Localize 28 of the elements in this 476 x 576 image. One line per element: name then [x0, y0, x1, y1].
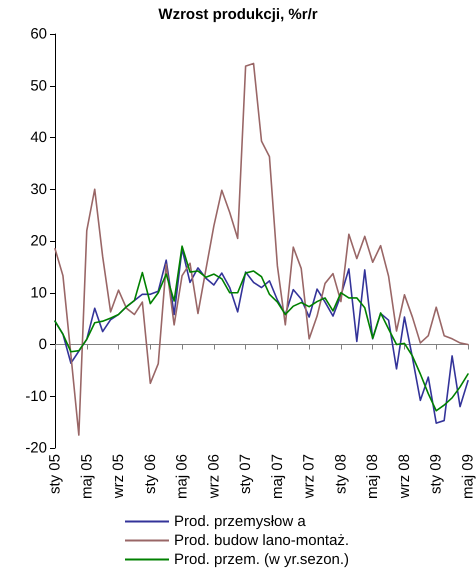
x-tick-label: maj 05 — [78, 454, 96, 500]
x-tick-label: sty 05 — [46, 454, 64, 494]
x-tick-label: sty 07 — [237, 454, 254, 494]
y-tick-label: 40 — [30, 129, 47, 146]
y-tick-label: 30 — [30, 180, 47, 198]
legend-label: Prod. przemysłow a — [174, 513, 306, 530]
chart-title: Wzrost produkcji, %r/r — [158, 6, 318, 23]
x-tick-label: maj 08 — [364, 454, 382, 500]
line-series — [54, 62, 469, 436]
legend-label: Prod. przem. (w yr.sezon.) — [174, 551, 350, 568]
y-tick-label: 0 — [38, 336, 47, 353]
legend-label: Prod. budow lano-montaż. — [174, 532, 350, 549]
y-tick-label: 50 — [30, 77, 47, 94]
x-tick-label: maj 09 — [460, 454, 476, 500]
y-tick-label: -20 — [25, 440, 47, 456]
x-tick-label: wrz 05 — [110, 454, 128, 500]
y-tick-label: 10 — [30, 284, 47, 302]
x-tick-label: wrz 08 — [396, 454, 413, 500]
y-tick-label: 60 — [30, 26, 47, 42]
y-tick-label: 20 — [30, 232, 47, 250]
x-tick-label: sty 08 — [332, 454, 350, 494]
x-tick-label: maj 06 — [174, 454, 191, 500]
x-tick-label: wrz 07 — [300, 454, 318, 500]
x-tick-label: wrz 06 — [205, 454, 222, 500]
x-tick-label: maj 07 — [268, 454, 286, 500]
x-tick-label: sty 09 — [428, 454, 445, 494]
x-tick-label: sty 06 — [142, 454, 159, 494]
y-tick-label: -10 — [25, 388, 47, 405]
